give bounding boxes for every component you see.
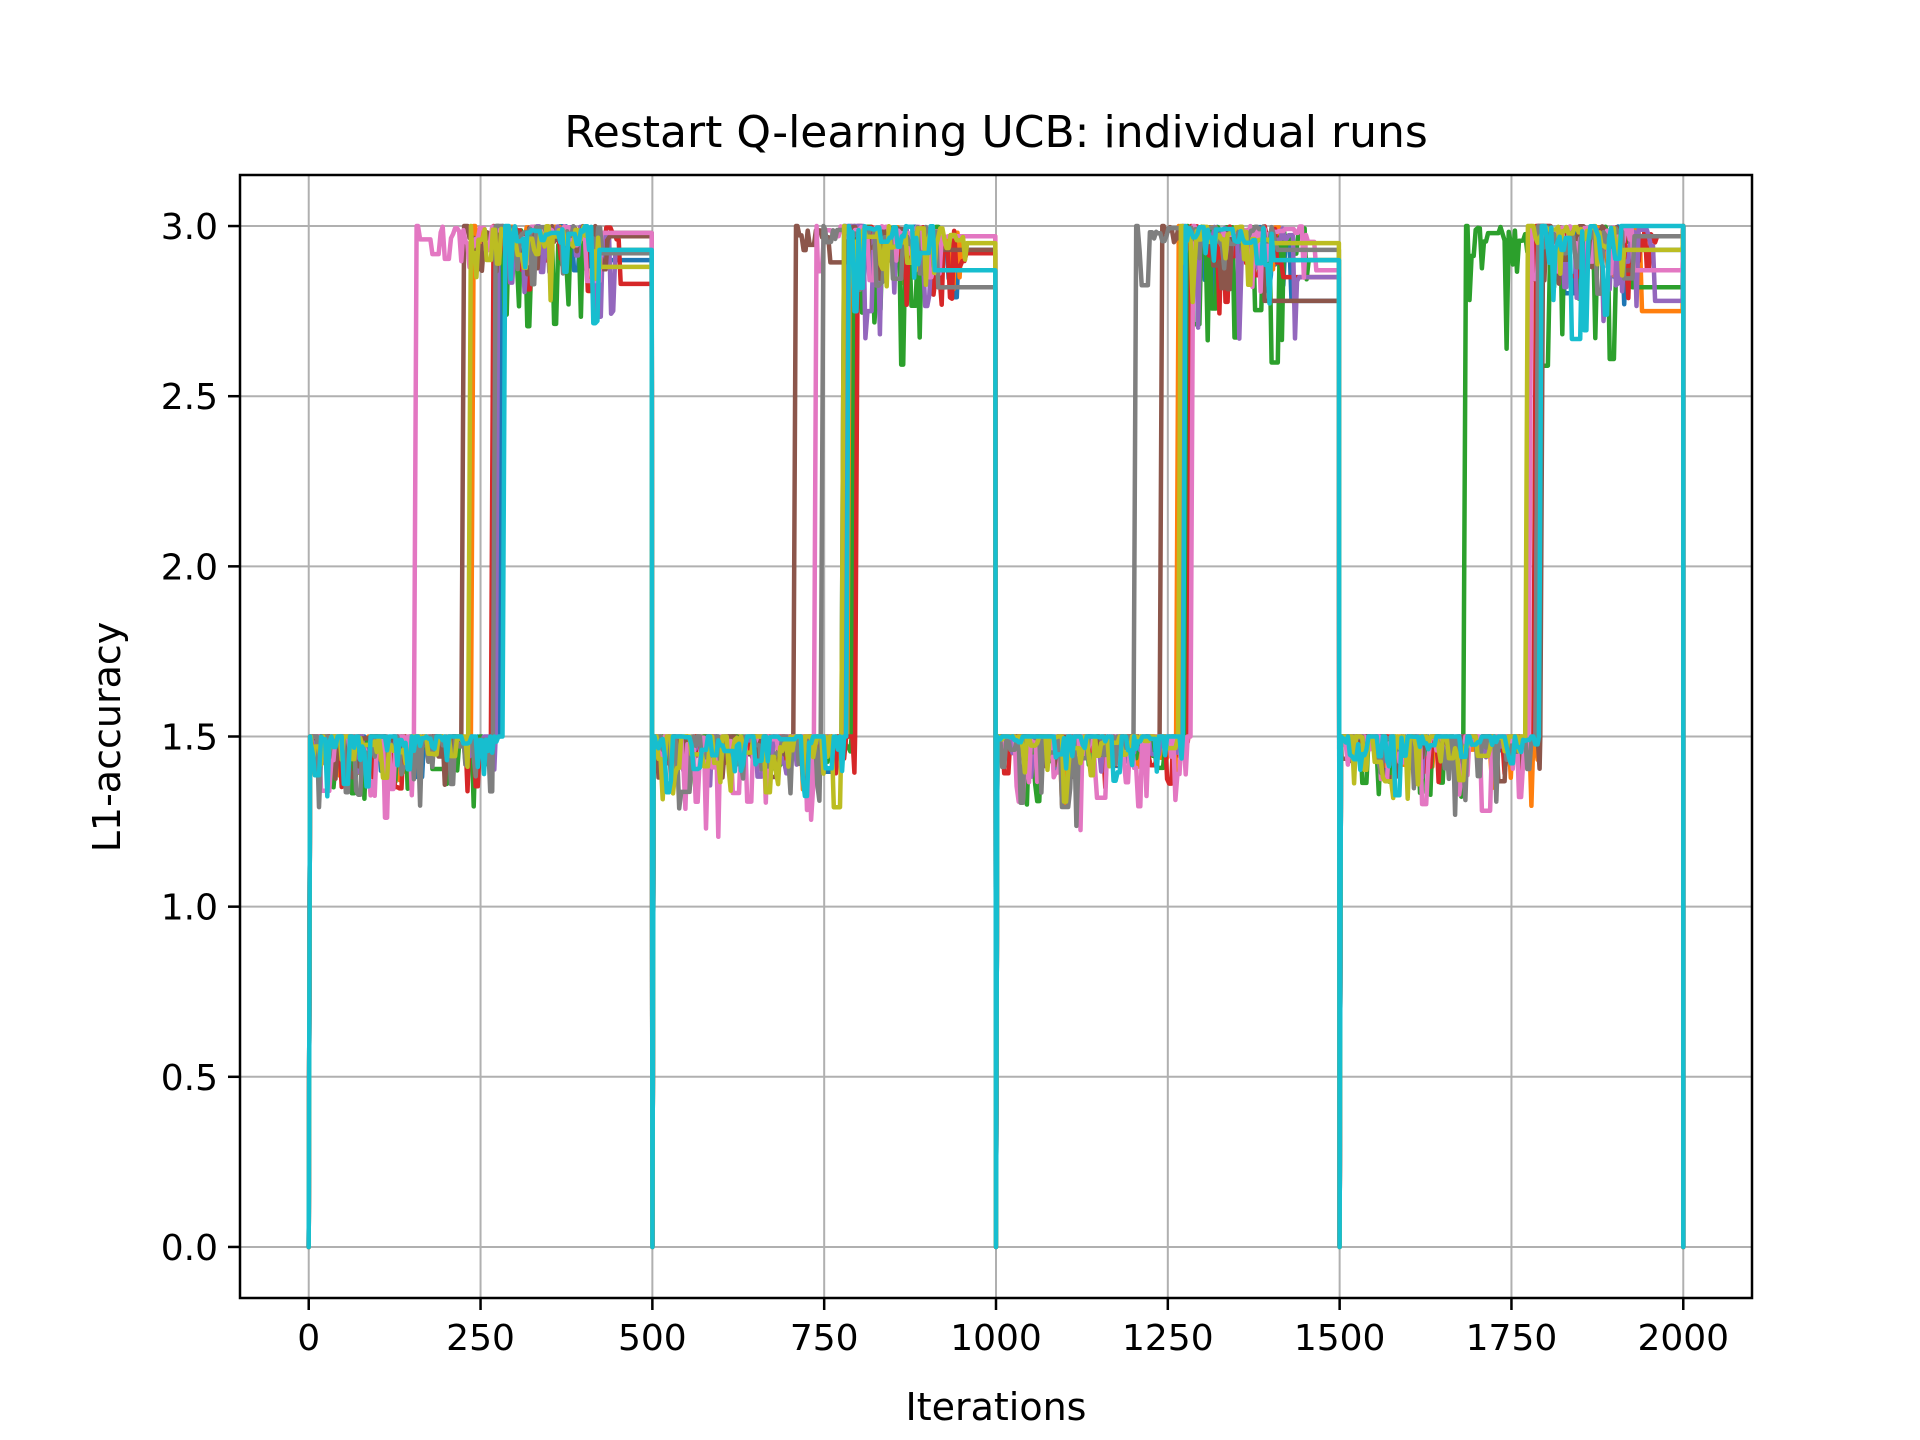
x-tick-label: 1750 xyxy=(1466,1318,1558,1359)
x-tick-label: 1250 xyxy=(1122,1318,1214,1359)
y-tick-label: 1.0 xyxy=(161,888,218,929)
y-tick-label: 1.5 xyxy=(161,718,218,759)
x-tick-label: 0 xyxy=(297,1318,320,1359)
y-tick-label: 3.0 xyxy=(161,207,218,248)
x-tick-label: 250 xyxy=(446,1318,515,1359)
x-tick-label: 2000 xyxy=(1637,1318,1729,1359)
series-lines xyxy=(306,223,1686,1250)
x-tick-label: 750 xyxy=(790,1318,859,1359)
x-axis-label: Iterations xyxy=(906,1385,1087,1429)
y-tick-label: 0.0 xyxy=(161,1228,218,1269)
y-tick-label: 0.5 xyxy=(161,1058,218,1099)
chart-title: Restart Q-learning UCB: individual runs xyxy=(564,107,1428,158)
y-axis-label: L1-accuracy xyxy=(85,622,129,853)
run-line-10 xyxy=(306,223,1686,1250)
axis-ticks: 0 250 500 750 1000 1250 1500 1750 2000 0.0 0.5 1.0 1… xyxy=(161,207,1729,1359)
y-tick-label: 2.5 xyxy=(161,377,218,418)
x-tick-label: 500 xyxy=(618,1318,687,1359)
y-tick-label: 2.0 xyxy=(161,547,218,588)
x-tick-label: 1500 xyxy=(1294,1318,1386,1359)
x-tick-label: 1000 xyxy=(950,1318,1042,1359)
